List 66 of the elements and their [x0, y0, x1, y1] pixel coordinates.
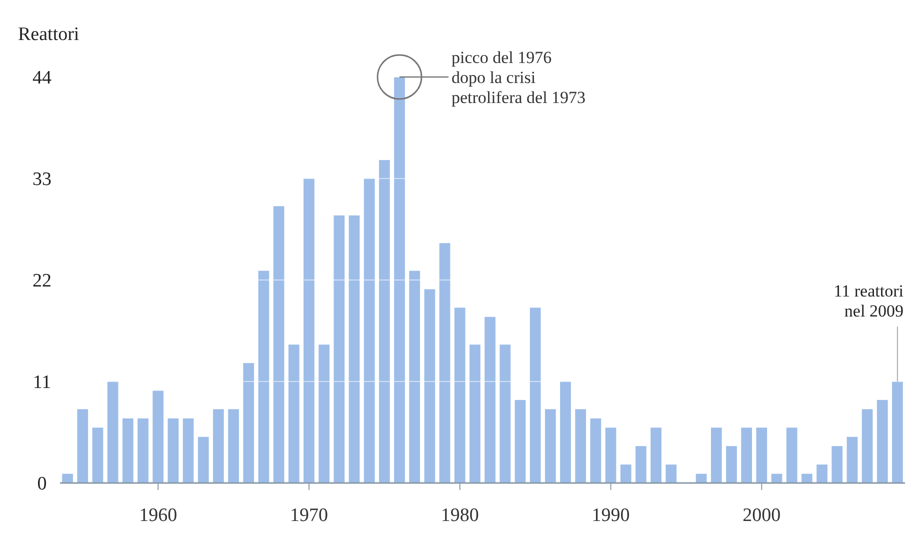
bar — [77, 409, 88, 483]
bar — [862, 409, 873, 483]
x-tick-label: 1980 — [440, 505, 479, 526]
bar — [650, 428, 662, 483]
y-tick-label: 0 — [37, 474, 47, 495]
bar — [243, 363, 254, 483]
bar — [530, 308, 541, 483]
bar — [560, 382, 571, 483]
bar — [213, 409, 224, 483]
bar — [801, 474, 812, 483]
bar — [892, 382, 903, 483]
y-tick-label: 22 — [32, 270, 52, 292]
y-tick-label: 33 — [32, 169, 52, 190]
bar — [364, 178, 375, 483]
bar — [636, 446, 646, 483]
bar — [439, 243, 450, 483]
bar — [620, 464, 632, 483]
bar — [228, 409, 239, 483]
bar — [92, 428, 104, 483]
bar — [832, 446, 843, 483]
bar — [409, 270, 420, 483]
x-tick-label: 1970 — [290, 505, 328, 526]
bar — [756, 428, 768, 483]
bar — [514, 400, 526, 483]
bar — [470, 344, 480, 483]
bar — [348, 215, 360, 483]
bar — [710, 428, 722, 483]
bar — [182, 418, 194, 483]
bar — [500, 344, 511, 483]
bar — [786, 428, 798, 483]
bar — [424, 289, 436, 483]
bar — [876, 400, 888, 483]
bar — [575, 409, 586, 483]
y-tick-label: 11 — [32, 372, 52, 394]
bar — [138, 418, 148, 483]
bar — [304, 178, 314, 483]
x-tick-label: 2000 — [742, 505, 781, 526]
bar — [122, 418, 134, 483]
bar — [152, 390, 164, 483]
bar — [590, 418, 602, 483]
bar — [318, 344, 330, 483]
bar — [454, 308, 466, 483]
bar — [198, 436, 209, 483]
y-axis-title: Reattori — [18, 24, 80, 45]
bar — [605, 428, 616, 483]
bar — [107, 382, 118, 483]
x-tick-label: 1990 — [592, 505, 630, 526]
bar — [334, 215, 345, 483]
annotation: picco del 1976 dopo la crisi petrolifera del 1973 — [452, 48, 586, 107]
bar — [726, 446, 737, 483]
bar — [62, 474, 73, 483]
bar — [666, 464, 677, 483]
annotation: 11 reattori nel 2009 — [834, 282, 904, 320]
bar — [273, 206, 284, 483]
bar — [168, 418, 179, 483]
bar — [816, 464, 828, 483]
bar — [258, 270, 270, 483]
bar — [484, 316, 496, 483]
bar — [288, 344, 300, 483]
bar — [741, 428, 752, 483]
y-tick-label: 44 — [32, 68, 52, 89]
bar — [378, 160, 390, 483]
bar — [846, 436, 858, 483]
bar — [544, 409, 556, 483]
bar — [394, 77, 405, 483]
x-tick-label: 1960 — [139, 505, 178, 526]
